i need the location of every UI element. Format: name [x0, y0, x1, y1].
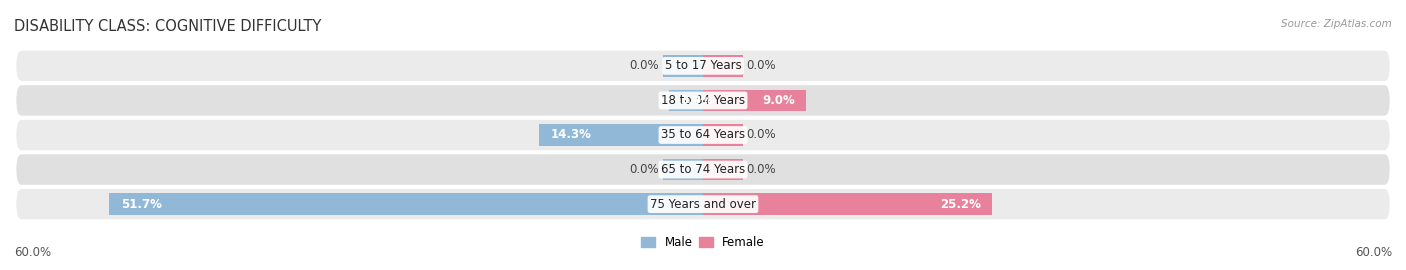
Text: 3.0%: 3.0% [681, 94, 713, 107]
Text: 5 to 17 Years: 5 to 17 Years [665, 59, 741, 72]
FancyBboxPatch shape [17, 154, 1389, 185]
Text: 51.7%: 51.7% [121, 198, 162, 211]
Legend: Male, Female: Male, Female [637, 231, 769, 254]
FancyBboxPatch shape [17, 51, 1389, 81]
Bar [703, 159, 744, 180]
Text: 60.0%: 60.0% [1355, 246, 1392, 259]
Bar [703, 124, 744, 146]
Text: 0.0%: 0.0% [747, 163, 776, 176]
Bar [662, 159, 703, 180]
Bar [703, 90, 807, 111]
Text: 0.0%: 0.0% [747, 59, 776, 72]
Text: DISABILITY CLASS: COGNITIVE DIFFICULTY: DISABILITY CLASS: COGNITIVE DIFFICULTY [14, 19, 322, 34]
Text: 0.0%: 0.0% [630, 163, 659, 176]
FancyBboxPatch shape [17, 189, 1389, 219]
Bar [703, 193, 993, 215]
Text: Source: ZipAtlas.com: Source: ZipAtlas.com [1281, 19, 1392, 29]
Bar [669, 90, 703, 111]
Text: 9.0%: 9.0% [762, 94, 794, 107]
FancyBboxPatch shape [17, 85, 1389, 116]
Text: 25.2%: 25.2% [941, 198, 981, 211]
Bar [703, 55, 744, 77]
Text: 14.3%: 14.3% [550, 129, 591, 141]
Text: 35 to 64 Years: 35 to 64 Years [661, 129, 745, 141]
Text: 0.0%: 0.0% [747, 129, 776, 141]
Text: 0.0%: 0.0% [630, 59, 659, 72]
Text: 60.0%: 60.0% [14, 246, 51, 259]
Text: 65 to 74 Years: 65 to 74 Years [661, 163, 745, 176]
Text: 18 to 34 Years: 18 to 34 Years [661, 94, 745, 107]
Bar [662, 55, 703, 77]
Bar [110, 193, 703, 215]
Bar [538, 124, 703, 146]
Text: 75 Years and over: 75 Years and over [650, 198, 756, 211]
FancyBboxPatch shape [17, 120, 1389, 150]
